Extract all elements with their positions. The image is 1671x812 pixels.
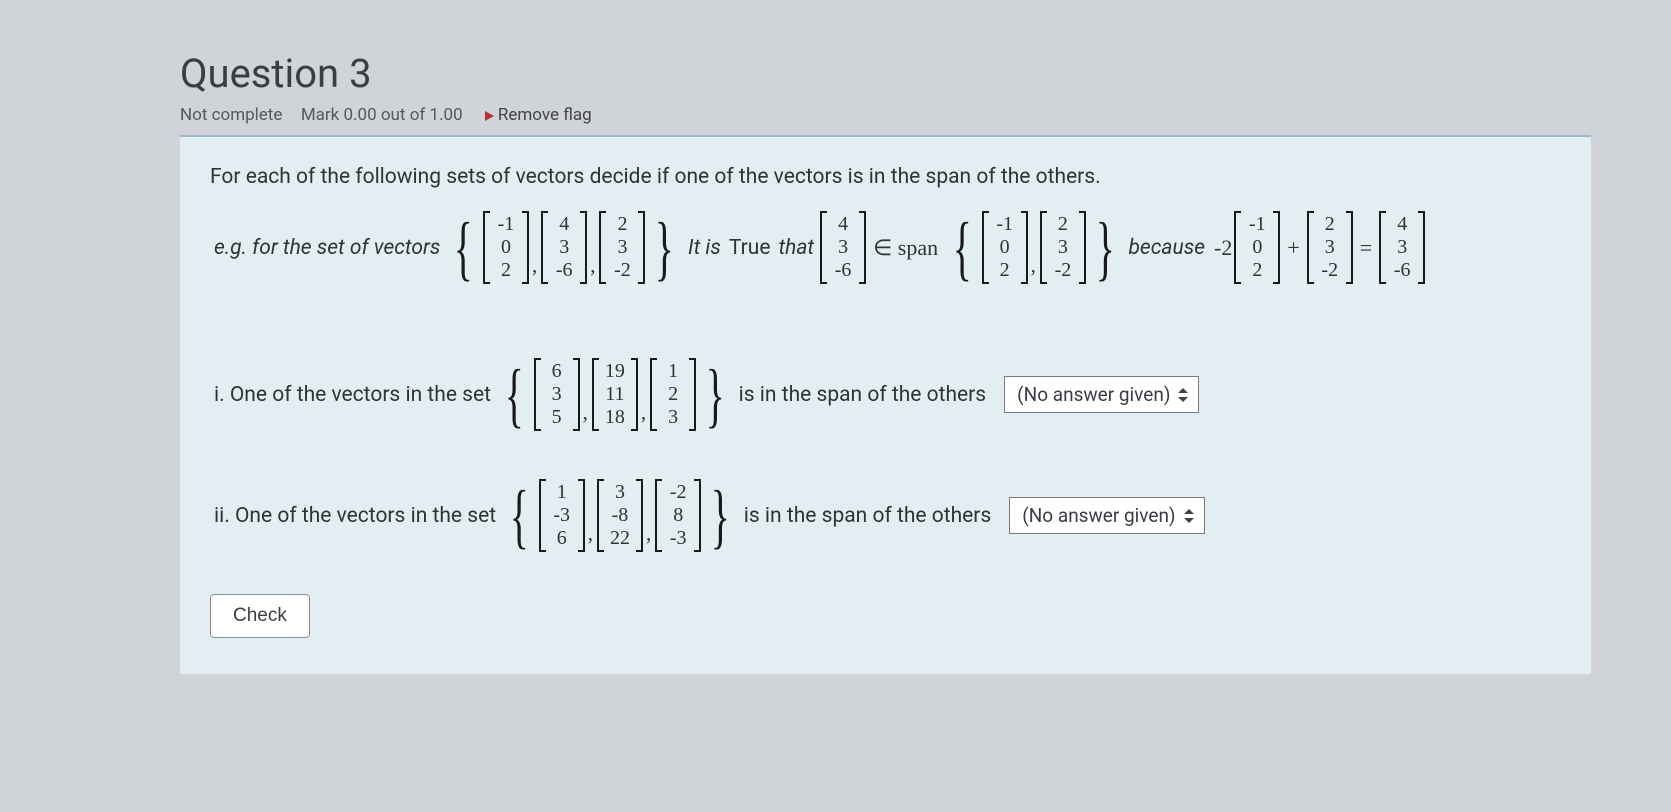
remove-flag-link[interactable]: Remove flag — [485, 105, 592, 125]
equals-op: = — [1355, 235, 1377, 261]
example-vec-c: 43-6 — [1379, 211, 1425, 284]
element-of-span: ∈ span — [868, 235, 943, 261]
part-ii-row: ii. One of the vectors in the set { 1-36… — [210, 479, 1561, 552]
example-vec-b: 23-2 — [1307, 211, 1353, 284]
example-prefix: e.g. for the set of vectors — [210, 236, 444, 260]
example-vector-set: { -102 , 43-6 , 23-2 } — [446, 211, 682, 284]
part-ii-tail: is in the span of the others — [740, 504, 995, 528]
part-i-tail: is in the span of the others — [735, 383, 990, 407]
part-i-row: i. One of the vectors in the set { 635 ,… — [210, 358, 1561, 431]
example-row: e.g. for the set of vectors { -102 , 43-… — [210, 211, 1561, 284]
example-true: True — [725, 236, 775, 260]
part-ii-vector-set: { 1-36 , 3-822 , -28-3 } — [502, 479, 738, 552]
example-vec-a: -102 — [1234, 211, 1280, 284]
mark-text: Mark 0.00 out of 1.00 — [301, 105, 463, 125]
question-content: For each of the following sets of vector… — [180, 135, 1591, 674]
scalar-neg2: -2 — [1209, 235, 1232, 261]
example-mid1: It is — [684, 236, 725, 260]
flag-icon — [485, 111, 494, 121]
question-title: Question 3 — [180, 50, 1591, 97]
example-target-vector: 43-6 — [820, 211, 866, 284]
part-ii-label: ii. One of the vectors in the set — [210, 504, 500, 528]
check-button[interactable]: Check — [210, 594, 310, 638]
plus-op: + — [1282, 235, 1304, 261]
question-meta: Not complete Mark 0.00 out of 1.00 Remov… — [180, 105, 1591, 125]
part-i-label: i. One of the vectors in the set — [210, 383, 495, 407]
instruction-text: For each of the following sets of vector… — [210, 165, 1561, 189]
part-ii-answer-select[interactable]: (No answer given) — [1009, 497, 1204, 534]
example-mid2: that — [774, 236, 818, 260]
part-i-answer-select[interactable]: (No answer given) — [1004, 376, 1199, 413]
part-i-vector-set: { 635 , 191118 , 123 } — [497, 358, 733, 431]
example-because: because — [1124, 236, 1209, 260]
example-span-set: { -102 , 23-2 } — [945, 211, 1122, 284]
status-text: Not complete — [180, 105, 282, 125]
